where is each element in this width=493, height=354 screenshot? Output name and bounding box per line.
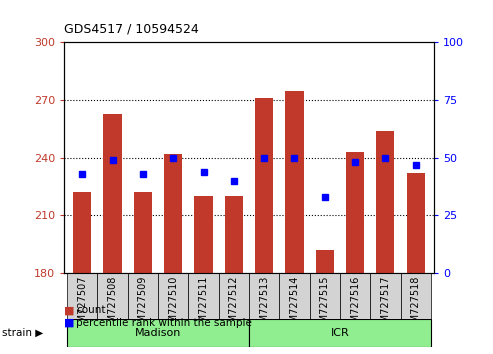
Text: GSM727512: GSM727512: [229, 275, 239, 335]
Bar: [370, 273, 400, 319]
Bar: [134, 192, 152, 273]
Bar: [407, 173, 425, 273]
Text: ■: ■: [64, 318, 74, 328]
Bar: [255, 98, 273, 273]
Text: percentile rank within the sample: percentile rank within the sample: [76, 318, 252, 328]
Text: GSM727510: GSM727510: [168, 275, 178, 335]
Bar: [346, 152, 364, 273]
Text: GSM727516: GSM727516: [350, 275, 360, 335]
Text: GSM727511: GSM727511: [199, 275, 209, 335]
Bar: [67, 273, 98, 319]
Bar: [128, 273, 158, 319]
Bar: [316, 250, 334, 273]
Bar: [310, 273, 340, 319]
Bar: [104, 114, 122, 273]
Bar: [188, 273, 219, 319]
Bar: [67, 319, 249, 347]
Text: Madison: Madison: [135, 328, 181, 338]
Bar: [158, 273, 188, 319]
Text: GSM727514: GSM727514: [289, 275, 299, 335]
Text: GSM727515: GSM727515: [320, 275, 330, 335]
Bar: [194, 196, 212, 273]
Text: GSM727517: GSM727517: [380, 275, 390, 335]
Text: strain ▶: strain ▶: [2, 328, 44, 338]
Text: count: count: [76, 306, 106, 315]
Bar: [164, 154, 182, 273]
Text: GSM727513: GSM727513: [259, 275, 269, 335]
Bar: [225, 196, 243, 273]
Bar: [73, 192, 91, 273]
Text: ICR: ICR: [330, 328, 349, 338]
Text: GDS4517 / 10594524: GDS4517 / 10594524: [64, 22, 199, 35]
Bar: [400, 273, 431, 319]
Text: GSM727509: GSM727509: [138, 275, 148, 335]
Text: GSM727508: GSM727508: [107, 275, 118, 335]
Text: ■: ■: [64, 306, 74, 315]
Bar: [285, 91, 304, 273]
Bar: [98, 273, 128, 319]
Bar: [219, 273, 249, 319]
Bar: [249, 273, 279, 319]
Bar: [376, 131, 394, 273]
Text: GSM727507: GSM727507: [77, 275, 87, 335]
Text: GSM727518: GSM727518: [411, 275, 421, 335]
Bar: [279, 273, 310, 319]
Bar: [340, 273, 370, 319]
Bar: [249, 319, 431, 347]
